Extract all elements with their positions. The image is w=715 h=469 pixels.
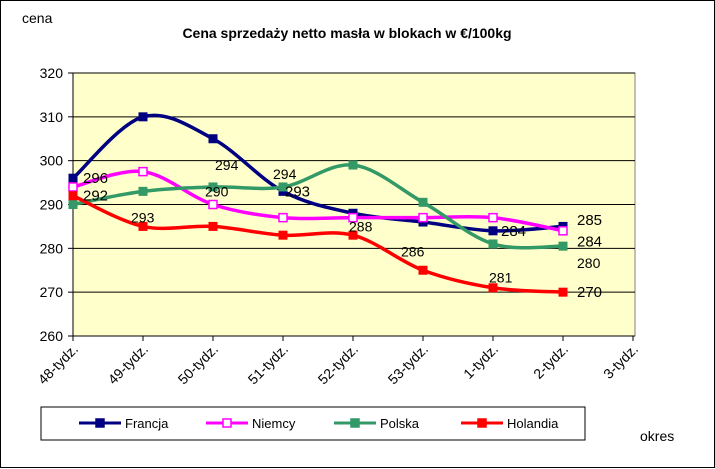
data-point [488, 239, 498, 249]
legend-label: Holandia [507, 416, 559, 431]
x-tick-label: 51-tydz. [245, 341, 292, 388]
data-label: 270 [577, 284, 602, 301]
legend-item-polska: Polska [334, 416, 420, 431]
legend-item-francja: Francja [79, 416, 169, 431]
data-point [138, 166, 148, 177]
series-line [72, 169, 564, 233]
data-point [418, 212, 428, 223]
x-tick-label: 49-tydz. [105, 341, 152, 388]
data-label: 292 [83, 188, 108, 205]
data-point [488, 226, 498, 236]
data-point [558, 226, 568, 236]
y-tick-label: 270 [40, 284, 64, 300]
x-tick-label: 48-tydz. [35, 341, 82, 388]
x-tick-label: 52-tydz. [315, 341, 362, 388]
y-tick-label: 320 [40, 65, 64, 81]
x-tick-label: 2-tydz. [530, 341, 571, 382]
legend-label: Polska [380, 416, 420, 431]
x-axis-label: okres [640, 428, 674, 444]
x-tick-label: 50-tydz. [175, 341, 222, 388]
data-point [278, 212, 288, 223]
legend-item-niemcy: Niemcy [206, 416, 296, 431]
data-point [138, 221, 148, 231]
data-point [208, 199, 218, 210]
legend-label: Francja [125, 416, 169, 431]
x-tick-label: 1-tydz. [460, 341, 501, 382]
data-point [68, 191, 78, 201]
data-label: 294 [273, 166, 297, 182]
legend [40, 406, 586, 441]
legend-marker [350, 418, 360, 428]
data-point [558, 287, 568, 297]
data-point [348, 230, 358, 240]
data-point [348, 212, 358, 223]
data-point [138, 112, 148, 122]
y-tick-label: 290 [40, 197, 64, 213]
data-label: 281 [489, 269, 513, 285]
legend-marker [477, 418, 487, 428]
data-label: 296 [83, 170, 108, 187]
y-axis-label: cena [22, 10, 53, 26]
legend-marker [222, 418, 232, 428]
data-label: 286 [401, 243, 425, 259]
legend-marker [95, 418, 105, 428]
data-point [418, 265, 428, 275]
y-tick-label: 280 [40, 240, 64, 256]
data-label: 290 [205, 183, 229, 199]
y-tick-label: 310 [40, 109, 64, 125]
data-label: 293 [131, 210, 155, 226]
data-point [278, 182, 288, 192]
data-point [488, 212, 498, 223]
legend-items: Francja Niemcy Polska Holandia [79, 416, 559, 431]
series-line [72, 194, 564, 294]
data-point [208, 221, 218, 231]
y-axis-ticks: 260 270 280 290 300 310 320 [40, 65, 74, 344]
y-tick-label: 260 [40, 328, 64, 344]
series-holandia [68, 191, 568, 297]
series-lines [68, 112, 568, 297]
data-label: 293 [285, 183, 310, 200]
data-point [278, 230, 288, 240]
chart-title: Cena sprzedaży netto masła w blokach w €… [182, 25, 511, 41]
data-point [138, 186, 148, 196]
series-line [72, 163, 564, 250]
legend-label: Niemcy [252, 416, 296, 431]
data-point [348, 160, 358, 170]
data-point [68, 200, 78, 209]
data-label: 280 [577, 255, 601, 271]
x-tick-label: 3-tydz. [600, 341, 641, 382]
data-point [68, 182, 78, 192]
data-point [558, 241, 568, 251]
data-labels: 2962922932942902942932882862842812852842… [83, 157, 602, 301]
data-label: 285 [577, 212, 602, 229]
data-point [208, 134, 218, 144]
data-point [208, 182, 218, 192]
data-label: 284 [501, 223, 526, 240]
x-axis-ticks: 48-tydz. 49-tydz. 50-tydz. 51-tydz. 52-tydz.… [35, 335, 641, 388]
data-label: 294 [215, 157, 239, 173]
data-label: 288 [349, 218, 373, 234]
data-point [68, 173, 78, 183]
series-polska [68, 160, 568, 251]
data-label: 284 [577, 233, 602, 250]
series-niemcy [68, 166, 568, 236]
y-tick-label: 300 [40, 153, 64, 169]
x-tick-label: 53-tydz. [385, 341, 432, 388]
data-point [488, 283, 498, 293]
data-point [418, 197, 428, 207]
legend-item-holandia: Holandia [461, 416, 559, 431]
